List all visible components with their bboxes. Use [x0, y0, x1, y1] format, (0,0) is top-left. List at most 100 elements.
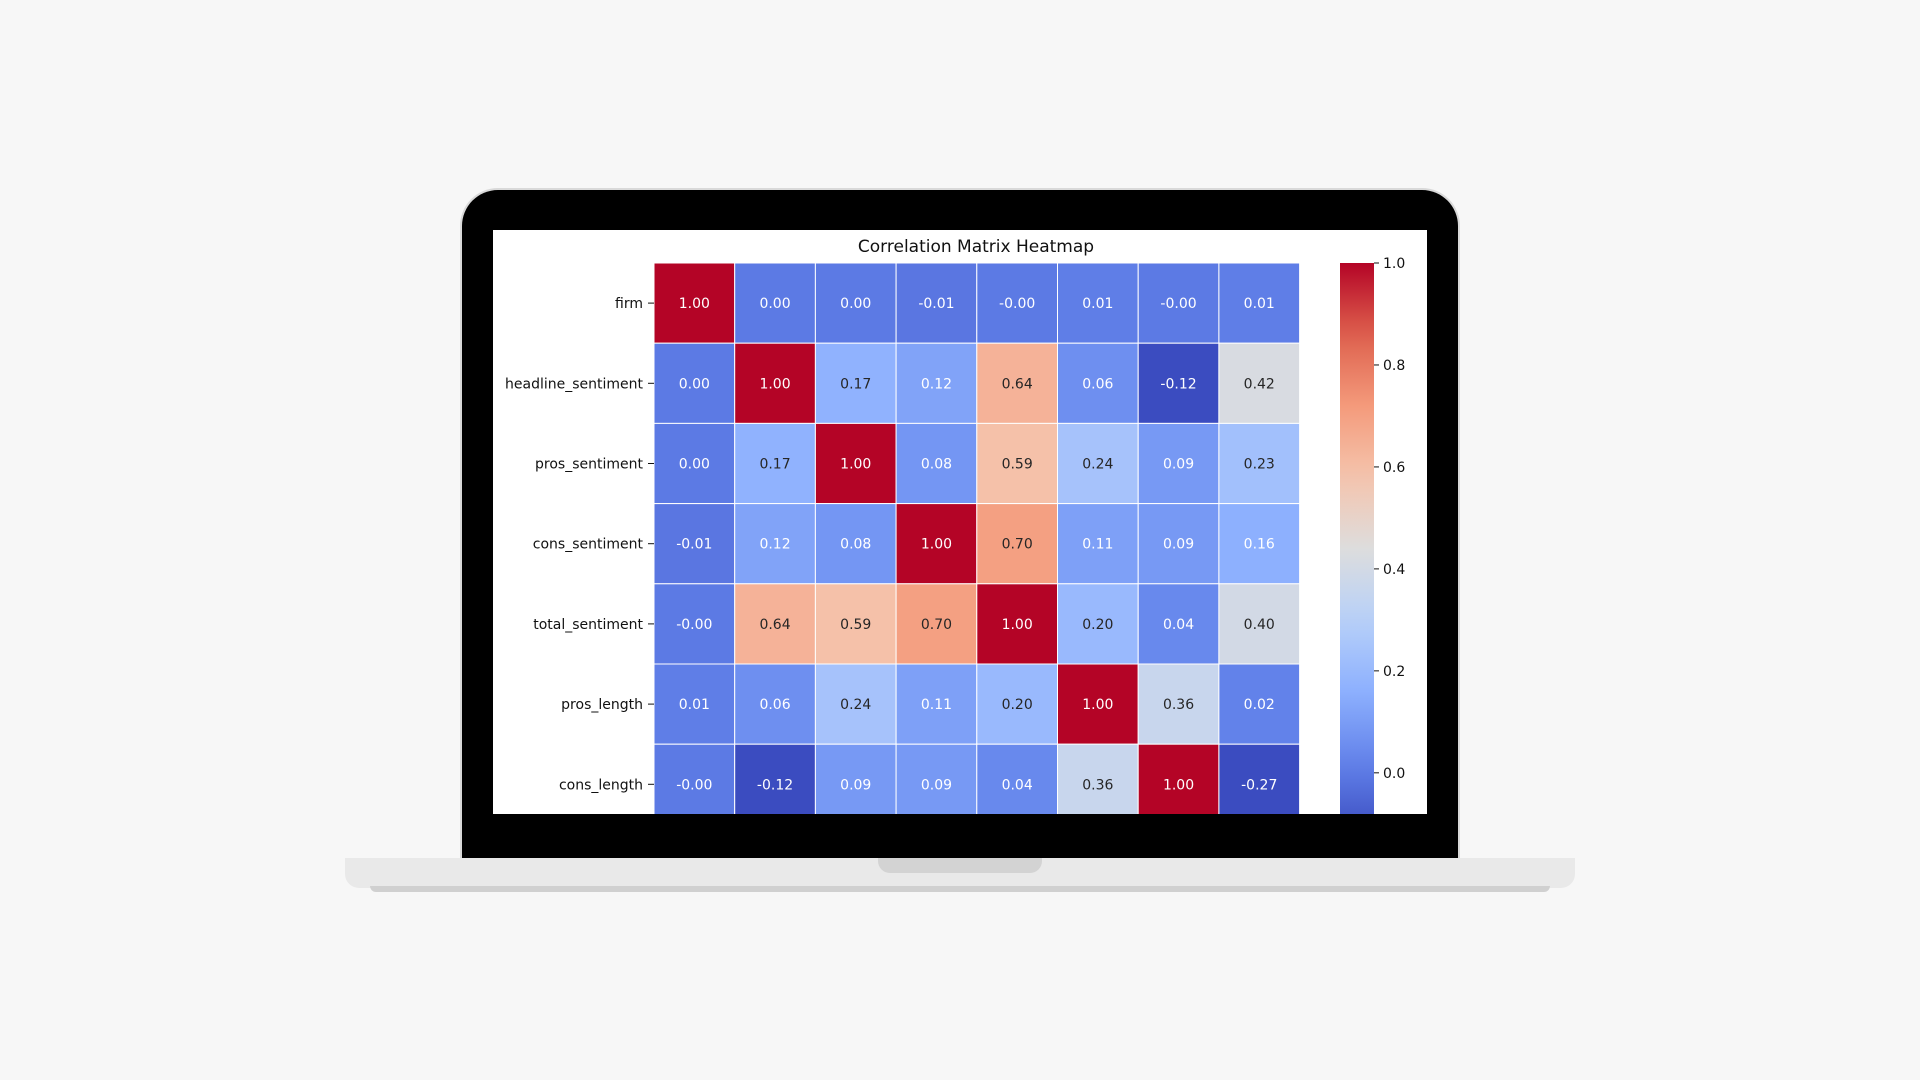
cell-value-label: 0.20	[1002, 697, 1033, 713]
cell-value-label: 0.20	[1082, 617, 1113, 633]
cell-value-label: 0.24	[1082, 457, 1113, 473]
cell-value-label: 0.36	[1082, 777, 1113, 793]
row-labels: firm headline_sentiment pros_sentimentcons…	[505, 296, 654, 793]
cell-value-label: 0.09	[1163, 537, 1194, 553]
heatmap-cell	[1137, 422, 1220, 505]
cell-value-label: 1.00	[1082, 697, 1113, 713]
cell-value-label: 0.04	[1163, 617, 1194, 633]
cell-value-label: 0.01	[679, 697, 710, 713]
cell-value-label: 0.01	[1244, 296, 1275, 312]
heatmap-cell	[734, 503, 816, 585]
cell-value-label: 0.00	[679, 457, 710, 473]
cell-value-label: 0.02	[1244, 697, 1275, 713]
heatmap-cell	[1218, 503, 1301, 585]
heatmap-cell	[895, 503, 978, 585]
laptop-notch	[878, 858, 1042, 873]
cell-value-label: 0.00	[679, 376, 710, 392]
cell-value-label: 0.23	[1244, 457, 1275, 473]
row-label: total_sentiment	[533, 617, 643, 633]
row-label: headline_sentiment	[505, 376, 644, 392]
cell-value-label: 0.04	[1002, 777, 1033, 793]
row-label: pros_sentiment	[535, 457, 643, 473]
cell-value-label: -0.00	[676, 617, 712, 633]
row-label: firm	[615, 296, 643, 312]
heatmap-cell	[895, 583, 978, 665]
heatmap-cell	[1057, 743, 1139, 814]
heatmap-cell	[1218, 743, 1301, 814]
cell-value-label: 1.00	[921, 537, 952, 553]
cell-value-label: 0.59	[1002, 457, 1033, 473]
row-label: cons_length	[559, 777, 643, 793]
heatmap-cell	[814, 342, 897, 424]
heatmap-cells: 1.00 0.00 0.00 -0.01 -0.00 0.01 -0.00 0.01 0.00 1…	[653, 262, 1301, 814]
heatmap-cell	[734, 743, 816, 814]
laptop-foot	[370, 886, 1550, 892]
laptop-screen: Correlation Matrix Heatmap 1.00 0.00 0.00 -…	[493, 230, 1427, 814]
cell-value-label: 1.00	[840, 457, 871, 473]
cell-value-label: 0.70	[921, 617, 952, 633]
heatmap-cell	[976, 422, 1058, 505]
row-label: pros_length	[561, 697, 643, 713]
cell-value-label: 0.17	[840, 376, 871, 392]
heatmap-cell	[895, 342, 978, 424]
heatmap-cell	[976, 342, 1058, 424]
heatmap-cell	[976, 583, 1058, 665]
heatmap-cell	[1057, 342, 1139, 424]
cell-value-label: 0.70	[1002, 537, 1033, 553]
cell-value-label: 0.08	[840, 537, 871, 553]
row-label: cons_sentiment	[533, 537, 644, 553]
cell-value-label: 0.06	[759, 697, 790, 713]
cell-value-label: 0.12	[759, 537, 790, 553]
cell-value-label: -0.12	[1160, 376, 1196, 392]
colorbar-tick-label: 0.2	[1383, 664, 1405, 680]
cell-value-label: 0.36	[1163, 697, 1194, 713]
heatmap-cell	[734, 342, 816, 424]
cell-value-label: 1.00	[679, 296, 710, 312]
heatmap-cell	[1137, 503, 1220, 585]
cell-value-label: 0.59	[840, 617, 871, 633]
heatmap-cell	[814, 503, 897, 585]
cell-value-label: 0.08	[921, 457, 952, 473]
heatmap-cell	[814, 663, 897, 745]
heatmap-cell	[1218, 262, 1301, 344]
heatmap-cell	[814, 583, 897, 665]
heatmap-cell	[734, 583, 816, 665]
cell-value-label: 0.11	[1082, 537, 1113, 553]
cell-value-label: 1.00	[1002, 617, 1033, 633]
cell-value-label: -0.00	[1160, 296, 1196, 312]
heatmap-cell	[1137, 663, 1220, 745]
heatmap-cell	[653, 422, 736, 505]
heatmap-cell	[1218, 342, 1301, 424]
cell-value-label: 0.64	[759, 617, 790, 633]
heatmap-chart: Correlation Matrix Heatmap 1.00 0.00 0.00 -…	[505, 237, 1405, 814]
cell-value-label: 0.16	[1244, 537, 1275, 553]
colorbar-ticks: 1.0 0.8 0.6 0.4 0.2 0.0	[1374, 256, 1405, 782]
heatmap-cell	[895, 743, 978, 814]
cell-value-label: 0.09	[921, 777, 952, 793]
cell-value-label: -0.01	[918, 296, 954, 312]
cell-value-label: 0.64	[1002, 376, 1033, 392]
chart-title: Correlation Matrix Heatmap	[858, 237, 1094, 257]
cell-value-label: 0.42	[1244, 376, 1275, 392]
cell-value-label: 0.01	[1082, 296, 1113, 312]
cell-value-label: -0.00	[676, 777, 712, 793]
colorbar-tick-label: 1.0	[1383, 256, 1405, 272]
cell-value-label: 1.00	[1163, 777, 1194, 793]
heatmap-cell	[1137, 743, 1220, 814]
heatmap-cell	[976, 663, 1058, 745]
colorbar-tick-label: 0.6	[1383, 460, 1405, 476]
heatmap-cell	[976, 262, 1058, 344]
heatmap-cell	[1218, 583, 1301, 665]
colorbar-tick-label: 0.8	[1383, 358, 1405, 374]
heatmap-cell	[1218, 663, 1301, 745]
cell-value-label: 0.06	[1082, 376, 1113, 392]
cell-value-label: 0.24	[840, 697, 871, 713]
heatmap-cell	[1057, 583, 1139, 665]
cell-value-label: 0.00	[840, 296, 871, 312]
heatmap-cell	[1137, 262, 1220, 344]
cell-value-label: 0.40	[1244, 617, 1275, 633]
cell-value-label: -0.01	[676, 537, 712, 553]
cell-value-label: -0.00	[999, 296, 1035, 312]
cell-value-label: 0.00	[759, 296, 790, 312]
heatmap-cell	[653, 743, 736, 814]
